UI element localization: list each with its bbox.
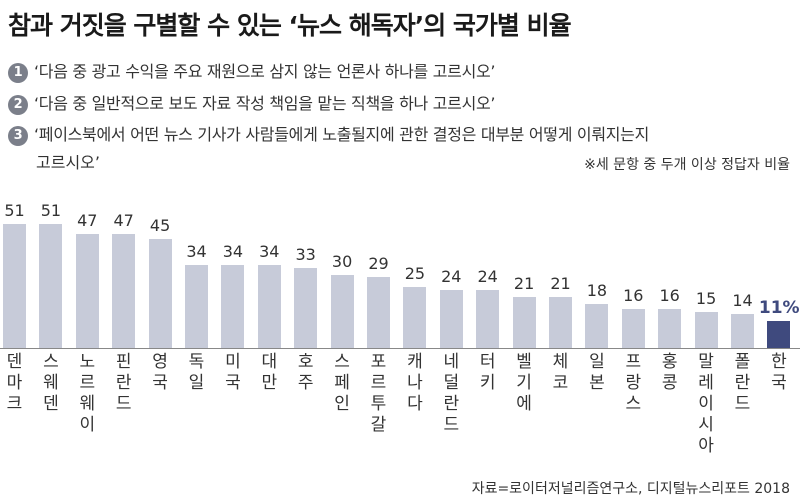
- bar-value-label: 21: [513, 273, 535, 293]
- bar-미국: [221, 265, 245, 348]
- question-2: 2 ‘다음 중 일반적으로 보도 자료 작성 책임을 맡는 직책을 하나 고르시오…: [8, 90, 496, 115]
- bar-value-label: 24: [477, 266, 498, 286]
- chart-note: ※세 문항 중 두개 이상 정답자 비율: [584, 157, 790, 173]
- question-number-badge: 1: [8, 63, 28, 83]
- bar-value-label: 30: [331, 252, 353, 272]
- question-text: ‘페이스북에서 어떤 뉴스 기사가 사람들에게 노출될지에 관한 결정은 대부분…: [34, 125, 650, 144]
- bar-value-label: 51: [40, 201, 62, 220]
- bar-말레이시아: [694, 311, 718, 348]
- bar-덴마크: [3, 224, 26, 348]
- bar-value-label: 45: [149, 215, 171, 235]
- bar-value-label: 16: [659, 286, 680, 306]
- bar-value-label: 33: [295, 244, 316, 264]
- question-text-continued: 고르시오’: [36, 153, 100, 172]
- bar-핀란드: [112, 233, 136, 348]
- question-3: 3 ‘페이스북에서 어떤 뉴스 기사가 사람들에게 노출될지에 관한 결정은 대부…: [8, 121, 649, 146]
- question-number-badge: 3: [8, 126, 28, 146]
- question-text: ‘다음 중 일반적으로 보도 자료 작성 책임을 맡는 직책을 하나 고르시오’: [34, 94, 496, 113]
- bar-value-label: 21: [550, 273, 571, 293]
- bar-value-label: 47: [113, 210, 134, 230]
- bar-value-label: 51: [4, 201, 25, 220]
- bar-value-label: 11%: [758, 298, 800, 319]
- bar-value-label: 14: [732, 290, 753, 310]
- bar-폴란드: [731, 313, 754, 348]
- bar-스페인: [330, 275, 354, 348]
- bar-포르투갈: [367, 277, 390, 348]
- chart-baseline: [0, 348, 800, 349]
- bar-체코: [549, 296, 572, 348]
- bar-value-label: 18: [586, 281, 608, 301]
- question-number-badge: 2: [8, 95, 28, 115]
- bar-value-label: 34: [186, 242, 207, 262]
- bar-value-label: 47: [77, 210, 98, 230]
- bar-value-label: 25: [404, 264, 426, 284]
- bar-홍콩: [658, 309, 682, 348]
- bar-스웨덴: [39, 224, 63, 348]
- bar-캐나다: [403, 287, 427, 348]
- question-1: 1 ‘다음 중 광고 수익을 주요 재원으로 삼지 않는 언론사 하나를 고르시오…: [8, 58, 496, 83]
- bar-value-label: 34: [222, 242, 244, 262]
- bar-영국: [148, 238, 172, 348]
- bar-value-label: 29: [368, 254, 389, 274]
- bar-프랑스: [621, 309, 645, 348]
- bar-일본: [585, 304, 609, 348]
- bar-value-label: 24: [441, 266, 462, 286]
- bar-터키: [476, 289, 500, 348]
- bar-한국: [767, 321, 791, 348]
- bar-value-label: 16: [623, 286, 644, 306]
- bar-value-label: 15: [695, 288, 717, 308]
- question-text: ‘다음 중 광고 수익을 주요 재원으로 삼지 않는 언론사 하나를 고르시오’: [34, 62, 496, 81]
- bar-벨기에: [512, 296, 536, 348]
- bar-value-label: 34: [259, 242, 280, 262]
- source-credit: 자료=로이터저널리즘연구소, 디지털뉴스리포트 2018: [471, 481, 790, 497]
- bar-노르웨이: [75, 233, 99, 348]
- page-title: 참과 거짓을 구별할 수 있는 ‘뉴스 해독자’의 국가별 비율: [8, 11, 572, 40]
- bar-대만: [257, 265, 281, 348]
- bar-네덜란드: [439, 289, 463, 348]
- bar-호주: [294, 267, 318, 348]
- bar-독일: [185, 265, 208, 348]
